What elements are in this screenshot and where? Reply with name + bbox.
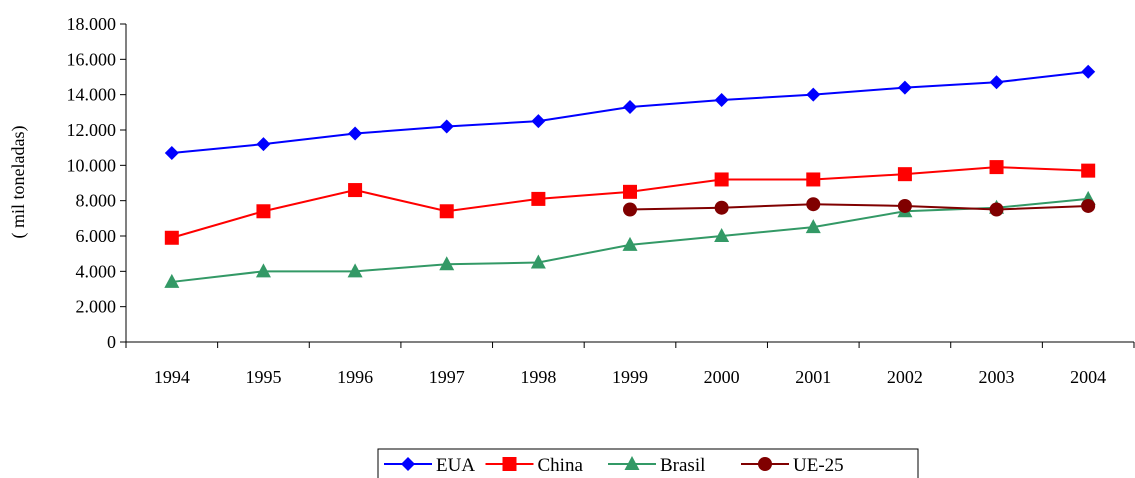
data-point	[805, 219, 821, 234]
legend-swatch-marker	[502, 457, 517, 471]
y-tick-label: 6.000	[76, 226, 117, 246]
y-tick-label: 2.000	[76, 297, 117, 317]
data-point	[1081, 64, 1096, 79]
data-point	[897, 198, 912, 213]
data-point	[714, 200, 729, 215]
data-point	[714, 92, 729, 107]
data-point	[989, 75, 1004, 90]
data-point	[531, 191, 546, 206]
data-point	[806, 172, 821, 187]
data-point	[256, 137, 271, 152]
data-point	[164, 273, 180, 288]
data-point	[806, 87, 821, 102]
series-line	[629, 203, 1089, 211]
legend-label: UE-25	[793, 455, 844, 476]
data-point	[714, 172, 729, 187]
data-point	[255, 263, 271, 278]
x-axis-ticks: 1994 1995 1996 1997 1998 1999 2000 2001 2002 2003…	[125, 342, 1135, 387]
data-point	[989, 202, 1004, 217]
legend-item-eua: EUA	[384, 455, 475, 476]
y-tick-label: 18.000	[67, 14, 117, 34]
data-point	[347, 263, 363, 278]
y-tick-label: 10.000	[67, 155, 117, 175]
data-point	[439, 204, 454, 219]
data-point	[623, 100, 637, 115]
x-tick-label: 1996	[337, 367, 373, 387]
legend-swatch-marker	[401, 457, 415, 471]
data-point	[623, 184, 637, 199]
data-point	[897, 167, 912, 182]
y-tick-label: 0	[107, 332, 116, 352]
x-tick-label: 2003	[979, 367, 1015, 387]
data-point	[1081, 198, 1096, 213]
y-tick-label: 8.000	[76, 191, 117, 211]
y-tick-label: 14.000	[67, 85, 117, 105]
data-point	[623, 202, 637, 217]
x-tick-label: 2004	[1070, 367, 1106, 387]
data-point	[806, 197, 821, 212]
data-point	[714, 228, 730, 242]
legend: EUA China Brasil UE-25	[377, 448, 919, 478]
x-tick-label: 2001	[795, 367, 831, 387]
data-point	[897, 80, 912, 95]
data-point	[1081, 163, 1096, 178]
legend-label: EUA	[436, 455, 475, 476]
x-tick-label: 1995	[245, 367, 281, 387]
y-tick-label: 16.000	[67, 49, 117, 69]
x-tick-label: 1998	[520, 367, 556, 387]
series-layer	[164, 64, 1096, 288]
series-china	[164, 160, 1096, 245]
x-tick-label: 2000	[704, 367, 740, 387]
legend-label: Brasil	[660, 455, 705, 476]
y-axis-title: ( mil toneladas)	[8, 126, 29, 239]
data-point	[531, 114, 546, 129]
legend-item-ue-25: UE-25	[741, 455, 844, 476]
legend-item-brasil: Brasil	[608, 455, 705, 476]
data-point	[348, 126, 363, 141]
series-brasil	[164, 190, 1096, 288]
legend-item-china: China	[485, 455, 584, 476]
data-point	[989, 160, 1004, 175]
data-point	[164, 230, 179, 245]
data-point	[439, 119, 454, 134]
y-tick-label: 12.000	[67, 120, 117, 140]
legend-swatch-marker	[624, 456, 640, 470]
series-eua	[164, 64, 1096, 160]
x-tick-label: 1994	[154, 367, 190, 387]
x-tick-label: 2002	[887, 367, 923, 387]
series-ue-25	[623, 197, 1096, 217]
x-tick-label: 1997	[429, 367, 465, 387]
y-axis-ticks: 0 2.000 4.000 6.000 8.000 10.000 12.000 14.000 1…	[67, 14, 126, 352]
y-tick-label: 4.000	[76, 261, 117, 281]
data-point	[256, 204, 271, 219]
series-line	[171, 166, 1089, 239]
axes	[125, 24, 1134, 343]
legend-label: China	[538, 455, 584, 476]
data-point	[439, 256, 455, 271]
data-point	[622, 236, 638, 251]
data-point	[348, 183, 363, 198]
data-point	[530, 254, 546, 269]
legend-swatch-marker	[758, 457, 772, 471]
x-tick-label: 1999	[612, 367, 648, 387]
data-point	[164, 145, 179, 160]
